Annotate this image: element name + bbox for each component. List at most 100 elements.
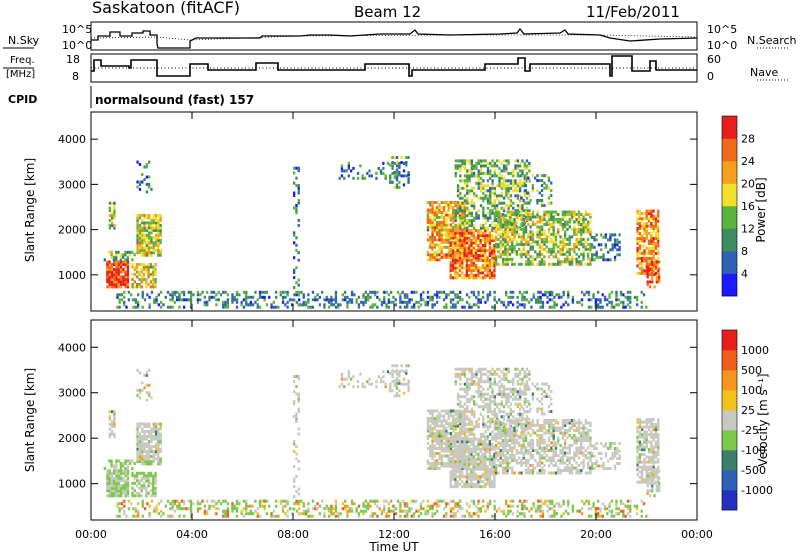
- velocity-cell: [520, 459, 523, 462]
- velocity-cell: [479, 457, 482, 461]
- power-cell: [525, 166, 529, 170]
- power-cell: [496, 204, 499, 208]
- power-cell: [454, 258, 457, 262]
- velocity-cell: [149, 489, 153, 493]
- power-cell: [497, 227, 500, 231]
- power-cell: [145, 221, 148, 225]
- power-cell: [136, 223, 139, 227]
- velocity-cell: [456, 457, 459, 461]
- power-cell: [393, 161, 396, 165]
- power-cell: [543, 215, 546, 219]
- power-cell: [429, 243, 432, 247]
- power-cell: [293, 181, 296, 185]
- power-cell: [136, 246, 139, 250]
- velocity-cell: [482, 372, 485, 376]
- power-cell: [509, 171, 513, 175]
- power-cell: [472, 246, 475, 250]
- velocity-cell: [108, 481, 111, 485]
- power-cell: [545, 186, 548, 190]
- power-cell: [406, 295, 409, 299]
- velocity-cell: [138, 440, 142, 443]
- velocity-cell: [507, 370, 510, 374]
- power-cell: [465, 271, 468, 275]
- power-cell: [154, 265, 157, 269]
- power-cell: [529, 235, 532, 239]
- velocity-cell: [498, 375, 501, 379]
- power-cell: [626, 298, 630, 302]
- power-cell: [293, 166, 296, 170]
- power-cell: [587, 298, 591, 302]
- power-cell: [584, 225, 587, 229]
- power-cell: [501, 237, 505, 241]
- velocity-cell: [436, 429, 439, 433]
- velocity-cell: [128, 459, 132, 463]
- power-cell: [293, 231, 296, 235]
- velocity-cell: [431, 447, 434, 450]
- power-cell: [468, 176, 471, 180]
- power-cell: [488, 263, 491, 267]
- power-cell: [636, 219, 639, 223]
- velocity-cell: [470, 430, 473, 434]
- power-cell: [293, 268, 296, 272]
- power-cell: [124, 263, 127, 266]
- colorbar-tick-label: 8: [741, 245, 748, 258]
- velocity-cell: [489, 370, 492, 374]
- power-cell: [429, 220, 432, 224]
- nave-tick-bottom: 0: [707, 70, 714, 83]
- velocity-cell: [108, 471, 111, 475]
- velocity-cell: [449, 422, 453, 425]
- velocity-cell: [499, 444, 502, 447]
- velocity-cell: [141, 447, 144, 451]
- velocity-cell: [154, 445, 158, 448]
- power-cell: [196, 300, 200, 304]
- velocity-cell: [459, 377, 462, 381]
- velocity-cell: [470, 412, 473, 416]
- power-cell: [498, 298, 501, 302]
- power-cell: [611, 233, 614, 237]
- power-cell: [426, 238, 430, 242]
- power-cell: [551, 305, 554, 309]
- power-cell: [593, 238, 596, 242]
- velocity-cell: [145, 494, 148, 498]
- velocity-cell: [108, 494, 111, 498]
- power-cell: [152, 226, 155, 230]
- colorbar-swatch: [722, 161, 737, 184]
- velocity-cell: [541, 441, 544, 445]
- power-cell: [493, 174, 496, 178]
- velocity-cell: [451, 445, 455, 449]
- power-cell: [463, 231, 466, 235]
- power-cell: [152, 272, 155, 276]
- power-cell: [641, 219, 644, 223]
- power-cell: [463, 164, 467, 168]
- power-cell: [128, 253, 132, 257]
- velocity-cell: [547, 444, 551, 447]
- power-cell: [461, 246, 464, 250]
- velocity-cell: [141, 435, 144, 438]
- velocity-cell: [501, 424, 505, 427]
- velocity-cell: [514, 417, 517, 421]
- power-cell: [119, 265, 123, 269]
- power-cell: [493, 204, 496, 208]
- power-cell: [142, 277, 146, 281]
- power-cell: [456, 249, 459, 252]
- power-cell: [493, 216, 496, 220]
- power-cell: [516, 181, 519, 185]
- power-cell: [447, 213, 450, 217]
- velocity-cell: [502, 390, 506, 394]
- power-cell: [166, 305, 170, 309]
- power-cell: [330, 300, 333, 304]
- power-cell: [339, 303, 342, 307]
- power-cell: [531, 189, 534, 193]
- velocity-cell: [431, 429, 434, 433]
- power-cell: [473, 166, 476, 170]
- nave-tick-top: 60: [707, 53, 721, 66]
- power-cell: [498, 199, 501, 203]
- velocity-cell: [117, 486, 120, 490]
- power-cell: [433, 258, 436, 262]
- velocity-cell: [447, 459, 450, 463]
- velocity-cell: [458, 442, 462, 446]
- velocity-cell: [504, 471, 507, 475]
- power-cell: [601, 305, 604, 309]
- velocity-cell: [454, 372, 457, 376]
- velocity-cell: [493, 485, 496, 489]
